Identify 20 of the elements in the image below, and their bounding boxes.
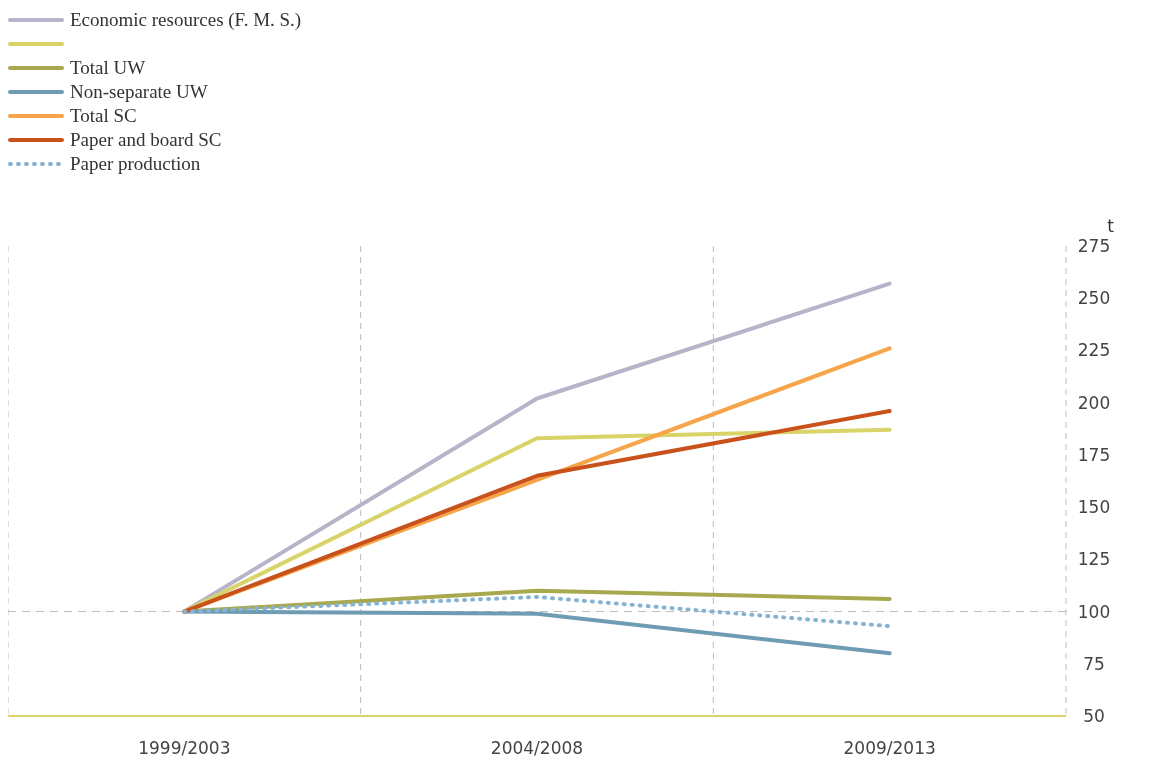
legend-label: Non-separate UW [70, 81, 208, 103]
legend-label: Paper production [70, 153, 201, 175]
legend-label: Economic resources (F. M. S.) [70, 9, 302, 31]
y-tick-label: 150 [1077, 497, 1111, 518]
x-tick-label: 2004/2008 [490, 738, 584, 759]
legend-label: Total SC [70, 105, 137, 127]
y-tick-label: 275 [1077, 236, 1111, 257]
x-tick-label: 2009/2013 [843, 738, 936, 759]
x-tick-label: 1999/2003 [138, 738, 231, 759]
y-tick-label: 175 [1077, 444, 1111, 465]
y-tick-label: 50 [1083, 706, 1105, 727]
y-tick-label: 125 [1077, 549, 1111, 570]
y-axis-title: t [1107, 216, 1114, 236]
y-tick-label: 200 [1077, 392, 1111, 413]
legend-label: Total UW [70, 57, 146, 79]
legend-label: Paper and board SC [70, 129, 222, 151]
y-tick-label: 100 [1077, 601, 1111, 622]
y-tick-label: 225 [1077, 340, 1111, 361]
y-tick-label: 75 [1083, 653, 1105, 674]
y-tick-label: 250 [1077, 288, 1111, 309]
